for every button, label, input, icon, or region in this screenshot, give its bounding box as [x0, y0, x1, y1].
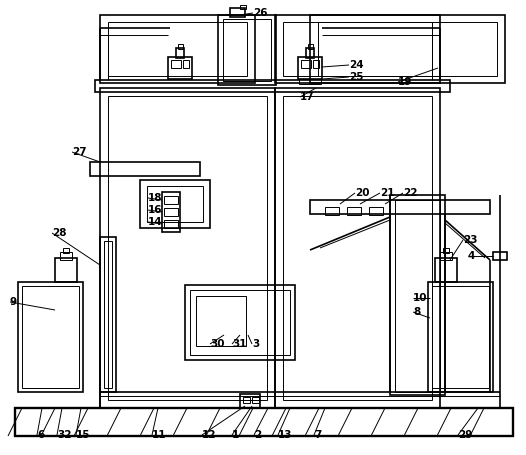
Bar: [243, 397, 250, 403]
Bar: [310, 15, 505, 83]
Bar: [196, 296, 246, 346]
Bar: [63, 248, 69, 253]
Bar: [318, 22, 497, 76]
Bar: [18, 282, 83, 392]
Text: 13: 13: [278, 430, 292, 440]
Bar: [347, 207, 361, 215]
Bar: [223, 19, 271, 81]
Text: 11: 11: [152, 430, 167, 440]
Bar: [308, 44, 313, 49]
Text: 16: 16: [148, 205, 163, 215]
Bar: [162, 192, 180, 232]
Bar: [164, 196, 178, 204]
Text: 24: 24: [349, 60, 363, 70]
Text: 17: 17: [300, 92, 315, 102]
Bar: [178, 44, 183, 49]
Bar: [140, 180, 210, 228]
Text: 29: 29: [458, 430, 472, 440]
Text: 31: 31: [232, 339, 247, 349]
Bar: [493, 252, 507, 260]
Bar: [100, 237, 116, 392]
Bar: [432, 286, 489, 388]
Bar: [310, 200, 490, 214]
Text: 25: 25: [349, 72, 363, 82]
Bar: [428, 282, 493, 392]
Bar: [15, 408, 513, 436]
Bar: [55, 258, 77, 282]
Bar: [185, 285, 295, 360]
Text: 15: 15: [76, 430, 90, 440]
Bar: [435, 258, 457, 282]
Bar: [22, 286, 79, 388]
Text: 22: 22: [403, 188, 418, 198]
Bar: [108, 22, 247, 76]
Text: 3: 3: [252, 339, 259, 349]
Bar: [108, 96, 267, 400]
Bar: [190, 290, 290, 355]
Text: 32: 32: [57, 430, 72, 440]
Bar: [240, 394, 260, 408]
Bar: [100, 88, 275, 408]
Text: 28: 28: [52, 228, 66, 238]
Bar: [252, 397, 259, 403]
Bar: [183, 60, 189, 68]
Text: 10: 10: [413, 293, 428, 303]
Text: 8: 8: [413, 307, 420, 317]
Bar: [299, 79, 321, 84]
Text: 6: 6: [37, 430, 44, 440]
Bar: [275, 88, 440, 408]
Bar: [176, 48, 184, 58]
Bar: [275, 15, 440, 83]
Bar: [283, 22, 432, 76]
Bar: [325, 207, 339, 215]
Bar: [104, 241, 112, 388]
Text: 20: 20: [355, 188, 369, 198]
Bar: [390, 195, 445, 395]
Bar: [90, 162, 200, 176]
Bar: [369, 207, 383, 215]
Bar: [171, 60, 181, 68]
Bar: [168, 57, 192, 79]
Text: 14: 14: [148, 217, 163, 227]
Bar: [218, 15, 276, 85]
Bar: [313, 60, 319, 68]
Bar: [443, 248, 449, 253]
Bar: [298, 57, 322, 79]
Bar: [164, 208, 178, 216]
Bar: [95, 80, 450, 92]
Text: 4: 4: [468, 251, 476, 261]
Text: 2: 2: [254, 430, 261, 440]
Text: 19: 19: [398, 77, 412, 87]
Text: 26: 26: [253, 8, 268, 18]
Bar: [230, 8, 245, 17]
Text: 7: 7: [314, 430, 321, 440]
Text: 23: 23: [463, 235, 478, 245]
Bar: [60, 252, 72, 260]
Text: 1: 1: [232, 430, 239, 440]
Bar: [100, 15, 255, 83]
Bar: [440, 252, 452, 260]
Text: 27: 27: [72, 147, 87, 157]
Bar: [164, 220, 178, 228]
Bar: [395, 200, 440, 392]
Bar: [301, 60, 311, 68]
Text: 12: 12: [202, 430, 217, 440]
Text: 21: 21: [380, 188, 394, 198]
Text: 30: 30: [210, 339, 225, 349]
Bar: [240, 5, 246, 9]
Bar: [283, 96, 432, 400]
Text: 18: 18: [148, 193, 163, 203]
Bar: [147, 186, 203, 222]
Bar: [306, 48, 314, 58]
Text: 9: 9: [10, 297, 17, 307]
